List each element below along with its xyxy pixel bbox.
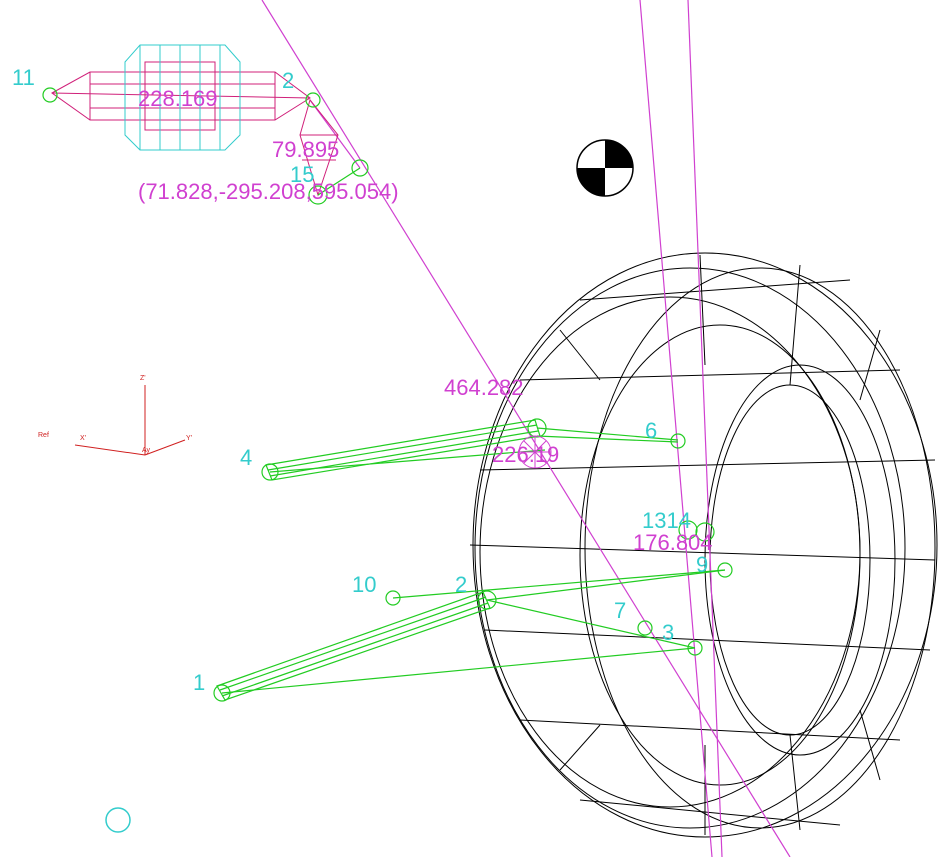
value-label: 228.169 <box>138 86 218 111</box>
marker-label: 6 <box>645 418 657 443</box>
marker-label: 10 <box>352 572 376 597</box>
triad-label: Ref <box>38 432 49 439</box>
coordinate-label: (71.828,-295.208,595.054) <box>138 179 399 204</box>
triad-label: X' <box>80 435 86 442</box>
triad-label: Y' <box>186 435 192 442</box>
reference-lines <box>261 0 791 857</box>
value-label: 176.804 <box>633 530 713 555</box>
shock <box>51 61 339 197</box>
triad-label: Ay <box>142 447 151 454</box>
spring <box>124 44 241 151</box>
value-label: 464.282 <box>444 375 524 400</box>
marker-label: 1314 <box>642 508 691 533</box>
joint <box>518 435 552 469</box>
marker-label: 2 <box>455 572 467 597</box>
triad-label: Z' <box>140 375 146 382</box>
triad <box>74 385 186 456</box>
origin-marker <box>105 807 131 833</box>
marker-label: 7 <box>614 598 626 623</box>
value-label: 226.19 <box>492 442 559 467</box>
marker-label: 1 <box>193 670 205 695</box>
links <box>42 87 733 702</box>
marker-label: 3 <box>662 620 674 645</box>
marker-label: 9 <box>696 552 708 577</box>
tire <box>469 252 938 838</box>
marker-label: 4 <box>240 445 252 470</box>
cg-marker <box>576 139 634 197</box>
marker-label: 15 <box>290 162 314 187</box>
value-label: 79.895 <box>272 137 339 162</box>
marker-label: 11 <box>12 65 35 90</box>
marker-label: 2 <box>282 68 294 93</box>
